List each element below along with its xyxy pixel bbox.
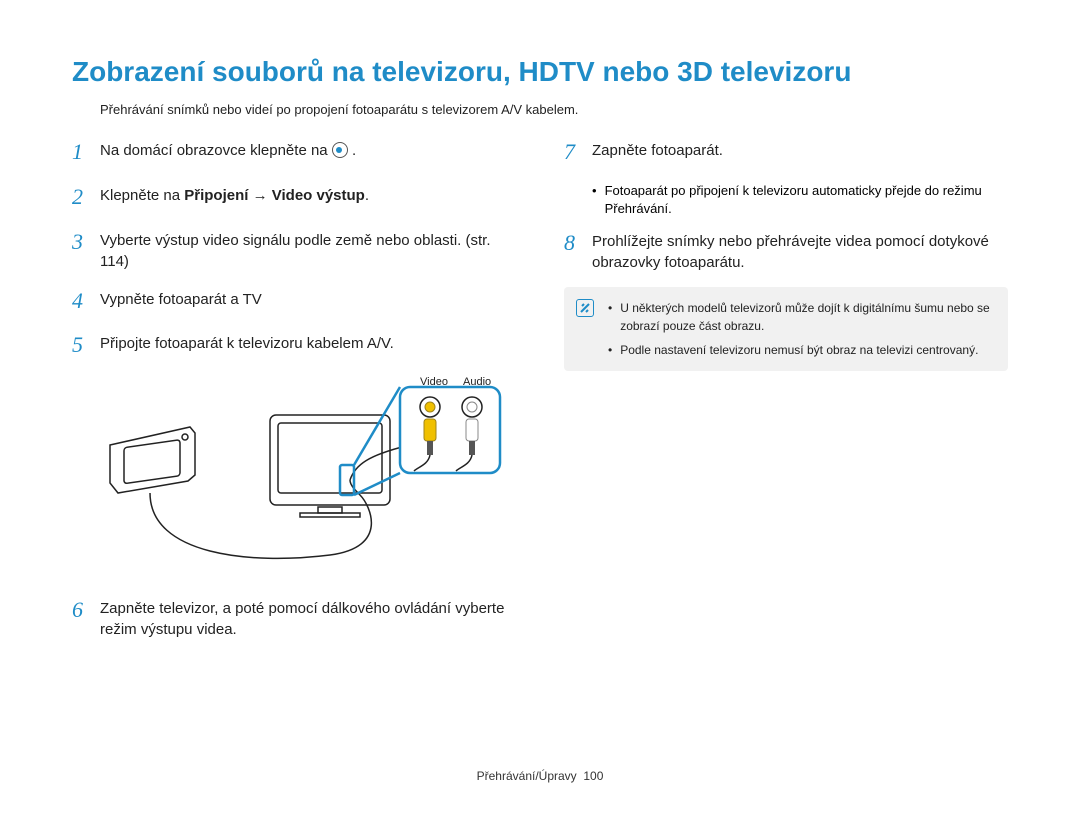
settings-target-icon (332, 142, 348, 158)
step-number: 1 (72, 137, 100, 168)
step-8: 8 Prohlížejte snímky nebo přehrávejte vi… (564, 228, 1008, 273)
note-1-text: U některých modelů televizorů může dojít… (620, 299, 992, 335)
step-text: Zapněte fotoaparát. (592, 137, 1008, 161)
callout-line (354, 473, 400, 495)
callout-box (400, 387, 500, 473)
diagram-svg: Video Audio (100, 375, 520, 575)
camera-icon (110, 427, 195, 493)
av-cable (150, 445, 410, 558)
footer-section: Přehrávání/Úpravy (477, 769, 577, 783)
step7-sub-text: Fotoaparát po připojení k televizoru aut… (605, 182, 1008, 218)
step-number: 3 (72, 227, 100, 258)
step-number: 6 (72, 595, 100, 626)
page-footer: Přehrávání/Úpravy 100 (72, 749, 1008, 783)
audio-label: Audio (463, 376, 491, 388)
step-text: Prohlížejte snímky nebo přehrávejte vide… (592, 228, 1008, 273)
step-text: Připojte fotoaparát k televizoru kabelem… (100, 330, 520, 354)
bullet-icon: • (592, 182, 597, 218)
manual-page: Zobrazení souborů na televizoru, HDTV ne… (0, 0, 1080, 815)
footer-page-number: 100 (583, 769, 603, 783)
step-5: 5 Připojte fotoaparát k televizoru kabel… (72, 330, 520, 361)
step-number: 8 (564, 228, 592, 259)
step-text: Zapněte televizor, a poté pomocí dálkové… (100, 595, 520, 640)
step-text: Vypněte fotoaparát a TV (100, 286, 520, 310)
callout-line (354, 387, 400, 465)
step-text: Na domácí obrazovce klepněte na . (100, 137, 520, 161)
step2-suffix: . (365, 187, 369, 204)
step-7-sub: • Fotoaparát po připojení k televizoru a… (592, 182, 1008, 218)
step-number: 5 (72, 330, 100, 361)
tv-icon (270, 415, 390, 517)
note-item-1: • U některých modelů televizorů může doj… (608, 299, 992, 335)
step1-prefix: Na domácí obrazovce klepněte na (100, 142, 332, 159)
note-item-2: • Podle nastavení televizoru nemusí být … (608, 341, 992, 359)
step-4: 4 Vypněte fotoaparát a TV (72, 286, 520, 317)
bullet-icon: • (608, 341, 612, 359)
page-subtitle: Přehrávání snímků nebo videí po propojen… (72, 102, 1008, 117)
callout-source (340, 465, 354, 495)
step-text: Klepněte na Připojení → Video výstup. (100, 182, 520, 206)
notes-box: • U některých modelů televizorů může doj… (564, 287, 1008, 371)
note-icon (576, 299, 594, 317)
step-number: 4 (72, 286, 100, 317)
step-7: 7 Zapněte fotoaparát. (564, 137, 1008, 168)
step2-prefix: Klepněte na (100, 187, 184, 204)
step-text: Vyberte výstup video signálu podle země … (100, 227, 520, 272)
two-column-layout: 1 Na domácí obrazovce klepněte na . 2 Kl… (72, 137, 1008, 749)
step2-bold: Připojení → Video výstup (184, 187, 365, 204)
step-2: 2 Klepněte na Připojení → Video výstup. (72, 182, 520, 213)
connection-diagram: Video Audio (100, 375, 520, 575)
step-3: 3 Vyberte výstup video signálu podle zem… (72, 227, 520, 272)
left-column: 1 Na domácí obrazovce klepněte na . 2 Kl… (72, 137, 520, 749)
bullet-icon: • (608, 299, 612, 335)
step-number: 2 (72, 182, 100, 213)
step-number: 7 (564, 137, 592, 168)
video-label: Video (420, 376, 448, 388)
page-title: Zobrazení souborů na televizoru, HDTV ne… (72, 56, 1008, 88)
step-1: 1 Na domácí obrazovce klepněte na . (72, 137, 520, 168)
note-2-text: Podle nastavení televizoru nemusí být ob… (620, 341, 978, 359)
step1-suffix: . (352, 142, 356, 159)
step-6: 6 Zapněte televizor, a poté pomocí dálko… (72, 595, 520, 640)
right-column: 7 Zapněte fotoaparát. • Fotoaparát po př… (564, 137, 1008, 749)
